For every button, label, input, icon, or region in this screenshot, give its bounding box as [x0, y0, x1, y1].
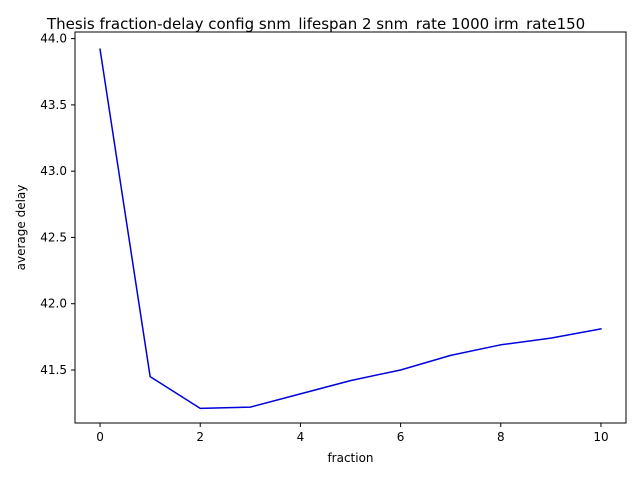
x-tick-label: 6: [397, 430, 405, 444]
y-axis-label: average delay: [14, 185, 28, 271]
plot-area: [99, 48, 602, 410]
y-tick-label: 42.0: [40, 297, 67, 311]
y-tick-label: 43.0: [40, 164, 67, 178]
y-tick-label: 43.5: [40, 98, 67, 112]
x-axis-label: fraction: [327, 451, 373, 465]
chart-title: Thesis fraction-delay config snm_lifespa…: [46, 15, 585, 34]
x-tick-label: 2: [196, 430, 204, 444]
y-tick-label: 42.5: [40, 230, 67, 244]
y-tick-label: 41.5: [40, 363, 67, 377]
x-axis: 0 2 4 6 8 10: [96, 423, 609, 444]
x-tick-label: 10: [593, 430, 608, 444]
x-tick-label: 0: [96, 430, 104, 444]
y-axis: 41.5 42.0 42.5 43.0 43.5 44.0: [40, 32, 75, 377]
y-tick-label: 44.0: [40, 32, 67, 46]
x-tick-label: 8: [497, 430, 505, 444]
axes-frame: [74, 31, 627, 424]
x-tick-label: 4: [297, 430, 305, 444]
series-line: [99, 48, 602, 410]
